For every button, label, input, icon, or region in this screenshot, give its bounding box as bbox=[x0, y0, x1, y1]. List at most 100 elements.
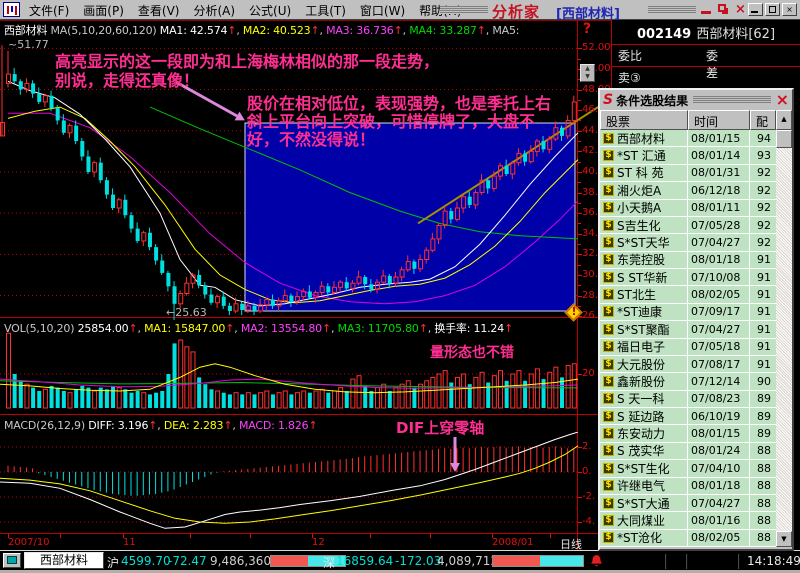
stock-name-cell: $ 大元股份 bbox=[600, 355, 688, 373]
menu-item-1[interactable]: 画面(P) bbox=[83, 3, 124, 18]
taskbar-app-button[interactable]: 西部材料 bbox=[24, 552, 104, 569]
close-icon[interactable]: × bbox=[775, 90, 789, 109]
indicator-text: ↑ bbox=[476, 24, 486, 37]
indicator-text: , bbox=[485, 24, 493, 37]
indicator-text: ↑ bbox=[393, 24, 403, 37]
annotation-text: 别说，走得还真像！ bbox=[55, 71, 200, 90]
list-item-5[interactable]: $ S吉生化 07/05/28 92 bbox=[600, 216, 776, 235]
column-header-score[interactable]: 配 bbox=[750, 110, 776, 130]
stock-name-text: 湘火炬A bbox=[617, 183, 662, 198]
list-item-11[interactable]: $ S*ST聚酯 07/04/27 91 bbox=[600, 321, 776, 339]
list-item-19[interactable]: $ S*ST生化 07/04/10 88 bbox=[600, 460, 776, 478]
stock-name-cell: $ *ST沧化 bbox=[600, 529, 688, 546]
macd-chart[interactable] bbox=[0, 432, 612, 533]
close-button[interactable]: × bbox=[735, 2, 746, 17]
pick-date-cell: 07/08/17 bbox=[688, 355, 750, 373]
list-item-12[interactable]: $ 福日电子 07/05/18 91 bbox=[600, 338, 776, 356]
list-item-22[interactable]: $ 大同煤业 08/01/16 88 bbox=[600, 512, 776, 530]
menu-item-4[interactable]: 公式(U) bbox=[249, 3, 292, 18]
alert-bell-icon[interactable] bbox=[590, 554, 603, 569]
price-axis[interactable]: 52.00 50.00 48.00 46.00 44.00 42.00 40.00 38.00… bbox=[577, 20, 612, 550]
list-item-18[interactable]: $ S 茂实华 08/01/24 88 bbox=[600, 442, 776, 461]
match-score-cell: 92 bbox=[757, 218, 771, 232]
list-item-14[interactable]: $ 鑫新股份 07/12/14 90 bbox=[600, 373, 776, 391]
list-item-17[interactable]: $ 东安动力 08/01/15 89 bbox=[600, 425, 776, 443]
child-minimize-button[interactable] bbox=[748, 3, 763, 16]
axis-tick bbox=[578, 244, 581, 246]
stock-name-cell: $ 湘火炬A bbox=[600, 182, 688, 199]
stock-name-cell: $ *ST 汇通 bbox=[600, 147, 688, 164]
list-item-4[interactable]: $ 小天鹅A 08/01/11 92 bbox=[600, 199, 776, 217]
scrollbar-track[interactable]: ▼ bbox=[776, 130, 792, 547]
list-item-6[interactable]: $ S*ST天华 07/04/27 92 bbox=[600, 234, 776, 252]
match-score-cell: 88 bbox=[757, 479, 771, 493]
scroll-down-button[interactable]: ▼ bbox=[776, 531, 792, 547]
list-item-0[interactable]: $ 西部材料 08/01/15 94 bbox=[600, 130, 776, 148]
window-title: 条件选股结果 bbox=[616, 93, 689, 108]
child-close-button[interactable]: × bbox=[782, 3, 797, 16]
indicator-text: , bbox=[137, 322, 145, 335]
column-header-stock[interactable]: 股票 bbox=[600, 110, 688, 130]
menu-item-5[interactable]: 工具(T) bbox=[305, 3, 346, 18]
menu-item-6[interactable]: 窗口(W) bbox=[359, 3, 406, 18]
money-icon: $ bbox=[603, 393, 614, 405]
stock-name-text: 西部材料 bbox=[617, 131, 666, 146]
volume-axis-label: 20 bbox=[578, 368, 595, 379]
list-item-23[interactable]: $ *ST沧化 08/02/05 88 bbox=[600, 529, 776, 547]
help-icon[interactable]: ? bbox=[583, 21, 592, 37]
indicator-text: ↑ bbox=[225, 322, 235, 335]
warning-icon[interactable]: ! bbox=[564, 303, 584, 323]
list-item-10[interactable]: $ *ST迪康 07/09/17 91 bbox=[600, 303, 776, 322]
money-icon: $ bbox=[603, 132, 614, 144]
app-icon[interactable] bbox=[3, 2, 20, 17]
clock: 14:18:49 bbox=[747, 554, 800, 568]
stock-name-cell: $ 东安动力 bbox=[600, 425, 688, 442]
list-item-2[interactable]: $ ST 科 苑 08/01/31 92 bbox=[600, 164, 776, 183]
list-item-7[interactable]: $ 东莞控股 08/01/18 91 bbox=[600, 251, 776, 269]
menu-item-2[interactable]: 查看(V) bbox=[137, 3, 180, 18]
indicator-text: , bbox=[234, 322, 241, 335]
divider-macd-dates bbox=[0, 533, 611, 534]
axis-scroll-button[interactable]: ▲ ▼ bbox=[580, 64, 595, 82]
list-item-16[interactable]: $ S 延边路 06/10/19 89 bbox=[600, 408, 776, 426]
scrollbar-thumb[interactable] bbox=[776, 130, 792, 148]
stock-name-text: 鑫新股份 bbox=[617, 374, 666, 389]
list-item-20[interactable]: $ 许继电气 08/01/18 88 bbox=[600, 477, 776, 495]
menu-item-3[interactable]: 分析(A) bbox=[193, 3, 236, 18]
menu-items: 文件(F)画面(P)查看(V)分析(A)公式(U)工具(T)窗口(W)帮助(H) bbox=[22, 0, 469, 20]
date-axis[interactable]: 2007/10 11 12 2008/01 bbox=[0, 534, 578, 550]
list-item-15[interactable]: $ S 天一科 07/08/23 89 bbox=[600, 390, 776, 408]
indicator-text: ↑ bbox=[418, 322, 428, 335]
list-item-9[interactable]: $ ST北生 08/02/05 91 bbox=[600, 286, 776, 304]
restore-button[interactable] bbox=[717, 3, 730, 16]
list-item-13[interactable]: $ 大元股份 07/08/17 91 bbox=[600, 355, 776, 374]
pick-date-cell: 08/01/24 bbox=[688, 442, 750, 460]
divider-price-volume[interactable] bbox=[0, 317, 611, 318]
column-header-time[interactable]: 时间 bbox=[688, 110, 750, 130]
divider bbox=[0, 20, 611, 21]
stock-name-text: ST 科 苑 bbox=[617, 166, 664, 181]
scroll-up-button[interactable]: ▲ bbox=[776, 110, 792, 130]
list-item-3[interactable]: $ 湘火炬A 06/12/18 92 bbox=[600, 182, 776, 200]
stock-name-text: ST北生 bbox=[617, 288, 656, 303]
minimize-button[interactable] bbox=[700, 3, 713, 16]
axis-tick bbox=[578, 99, 581, 101]
launcher-icon[interactable] bbox=[3, 553, 21, 568]
price-chart[interactable] bbox=[0, 36, 612, 322]
money-icon: $ bbox=[603, 236, 614, 248]
child-restore-button[interactable] bbox=[765, 3, 780, 16]
sell-row: 卖③ bbox=[618, 69, 641, 86]
menu-item-0[interactable]: 文件(F) bbox=[29, 3, 70, 18]
list-item-8[interactable]: $ S ST华新 07/10/08 91 bbox=[600, 269, 776, 287]
volume-chart[interactable] bbox=[0, 332, 612, 410]
divider-volume-macd[interactable] bbox=[0, 414, 611, 415]
list-item-21[interactable]: $ S*ST大通 07/04/27 88 bbox=[600, 494, 776, 513]
sh-change-value: -72.47 bbox=[168, 554, 207, 568]
pick-date-cell: 07/05/28 bbox=[688, 216, 750, 234]
pick-date-cell: 08/01/18 bbox=[688, 477, 750, 494]
list-item-1[interactable]: $ *ST 汇通 08/01/14 93 bbox=[600, 147, 776, 165]
indicator-text: VOL(5,10,20) bbox=[4, 322, 78, 335]
indicator-text: DIFF: 3.196 bbox=[88, 419, 149, 432]
window-title-bar[interactable]: S 条件选股结果 × bbox=[600, 90, 792, 110]
date-tick bbox=[250, 534, 251, 538]
